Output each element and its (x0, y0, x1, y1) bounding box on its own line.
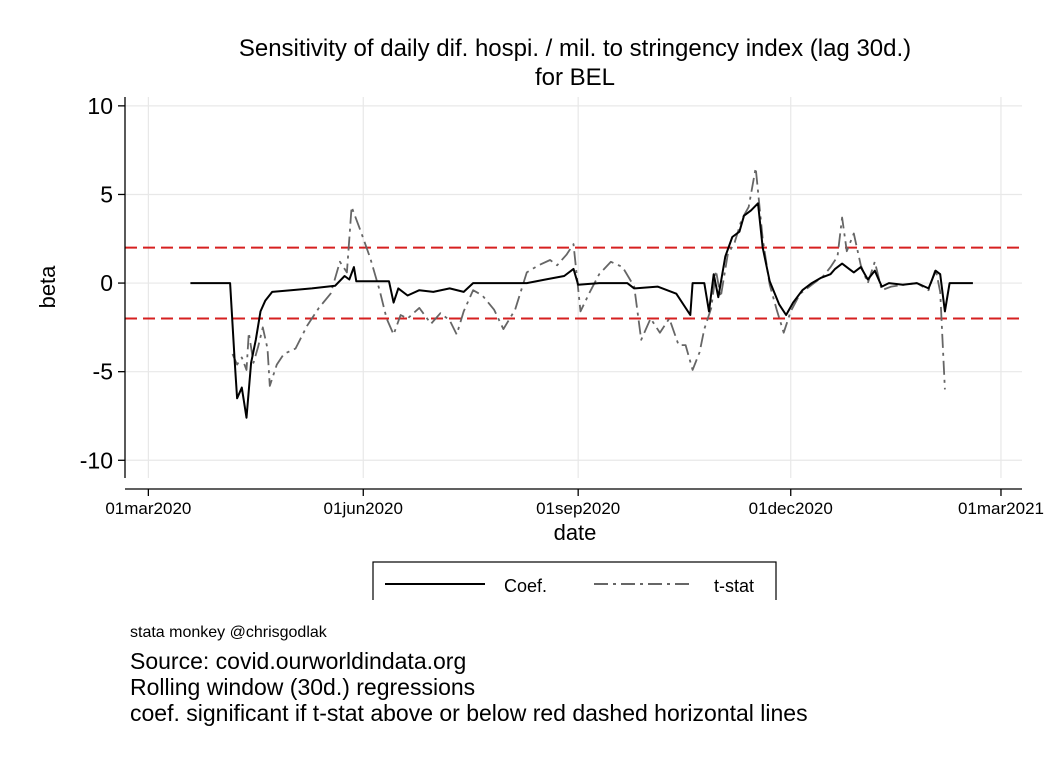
chart-subtitle: for BEL (535, 64, 615, 91)
y-tick-label: 5 (100, 181, 113, 207)
series-group (190, 167, 973, 419)
legend-label-coef: Coef. (504, 576, 547, 596)
y-tick-label: 10 (87, 93, 113, 119)
y-tick-label: 0 (100, 270, 113, 296)
source-note: Source: covid.ourworldindata.org (130, 648, 467, 674)
x-tick-label: 01mar2021 (958, 499, 1044, 518)
x-axis-label: date (554, 520, 597, 545)
y-axis-label: beta (35, 265, 60, 309)
legend-box (372, 561, 777, 600)
chart-notes: stata monkey @chrisgodlak Source: covid.… (130, 624, 808, 726)
y-tick-label: -5 (93, 359, 113, 385)
x-tick-label: 01sep2020 (536, 499, 620, 518)
legend: Coef. t-stat (372, 561, 777, 600)
significance-note: coef. significant if t-stat above or bel… (130, 700, 808, 726)
chart: Sensitivity of daily dif. hospi. / mil. … (35, 35, 1044, 600)
method-note: Rolling window (30d.) regressions (130, 674, 476, 700)
x-tick-label: 01mar2020 (105, 499, 191, 518)
x-tick-label: 01jun2020 (324, 499, 403, 518)
legend-label-tstat: t-stat (714, 576, 754, 596)
x-tick-label: 01dec2020 (749, 499, 833, 518)
y-tick-label: -10 (80, 447, 113, 473)
reference-lines (125, 246, 1022, 320)
chart-title: Sensitivity of daily dif. hospi. / mil. … (239, 35, 911, 62)
axes: 10 5 0 -5 -10 01mar2020 01jun2020 01sep2020 01de… (80, 93, 1044, 518)
credit-text: stata monkey @chrisgodlak (130, 624, 327, 641)
series-tstat-line (231, 167, 946, 390)
grid (125, 97, 1022, 478)
series-coef-line (190, 202, 973, 419)
